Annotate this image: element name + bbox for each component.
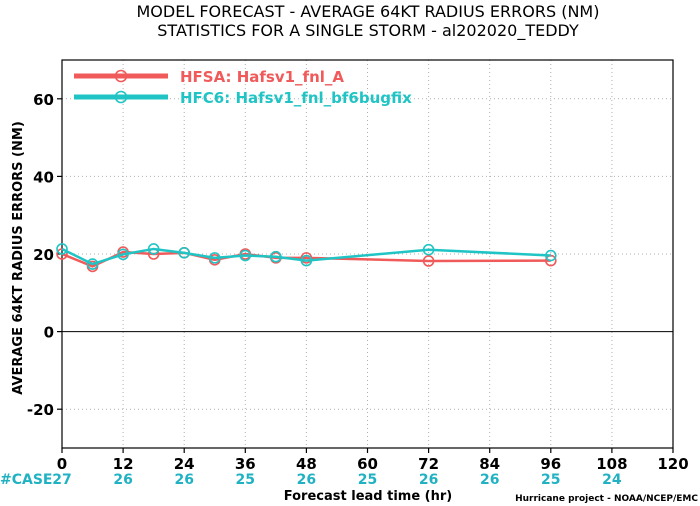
case-count-60: 25 xyxy=(358,472,377,488)
case-count-48: 26 xyxy=(297,472,316,488)
series-line-2 xyxy=(61,247,551,266)
series-layer xyxy=(56,243,557,273)
y-tick-label-20: 20 xyxy=(33,246,54,264)
axis-ticks: 0 12 24 36 48 60 72 84 96 108 120 -20 0 20 40 60 xyxy=(27,91,689,473)
x-tick-label-48: 48 xyxy=(296,455,317,473)
y-tick-label-60: 60 xyxy=(33,91,54,109)
x-tick-label-24: 24 xyxy=(174,455,195,473)
case-counts: 27 26 26 25 26 25 26 26 25 24 xyxy=(52,472,622,488)
legend-item-1: HFSA: Hafsv1_fnl_A xyxy=(74,68,344,86)
case-count-36: 25 xyxy=(236,472,255,488)
data-point xyxy=(178,247,190,259)
case-count-72: 26 xyxy=(419,472,438,488)
y-tick-label-40: 40 xyxy=(33,168,54,186)
grid xyxy=(62,60,673,448)
legend-label: HFSA: Hafsv1_fnl_A xyxy=(180,68,344,86)
case-count-96: 25 xyxy=(541,472,560,488)
y-axis-label: AVERAGE 64KT RADIUS ERRORS (NM) xyxy=(11,121,26,395)
x-tick-label-12: 12 xyxy=(113,455,134,473)
data-point xyxy=(422,255,435,267)
x-tick-label-72: 72 xyxy=(418,455,439,473)
legend-marker xyxy=(114,90,128,104)
x-tick-label-60: 60 xyxy=(357,455,378,473)
x-tick-label-120: 120 xyxy=(657,455,688,473)
x-axis-label: Forecast lead time (hr) xyxy=(284,489,452,504)
series-2 xyxy=(56,243,557,270)
legend-label: HFC6: Hafsv1_fnl_bf6bugfix xyxy=(180,89,412,107)
data-point xyxy=(300,254,313,267)
y-tick-label-0: 0 xyxy=(44,324,54,342)
data-point xyxy=(239,249,252,262)
chart-title: MODEL FORECAST - AVERAGE 64KT RADIUS ERR… xyxy=(137,2,600,21)
case-count-0: 27 xyxy=(52,472,71,488)
legend-marker xyxy=(114,69,128,83)
x-tick-label-36: 36 xyxy=(235,455,256,473)
y-tick-label--20: -20 xyxy=(27,401,54,419)
data-point xyxy=(86,258,99,270)
data-point xyxy=(117,248,129,261)
data-point xyxy=(422,243,435,256)
legend-item-2: HFC6: Hafsv1_fnl_bf6bugfix xyxy=(74,89,412,107)
case-count-12: 26 xyxy=(113,472,132,488)
data-point xyxy=(147,243,160,255)
case-count-84: 26 xyxy=(480,472,499,488)
x-tick-label-0: 0 xyxy=(57,455,67,473)
case-count-108: 24 xyxy=(602,472,622,488)
chart-subtitle: STATISTICS FOR A SINGLE STORM - al202020… xyxy=(157,21,579,41)
x-tick-label-108: 108 xyxy=(596,455,627,473)
x-tick-label-96: 96 xyxy=(540,455,561,473)
credit: Hurricane project - NOAA/NCEP/EMC xyxy=(515,494,698,504)
case-count-24: 26 xyxy=(174,472,193,488)
data-point xyxy=(544,249,557,262)
data-point xyxy=(56,243,68,255)
data-point xyxy=(208,252,221,264)
series-1 xyxy=(56,246,557,273)
legend: HFSA: Hafsv1_fnl_A HFC6: Hafsv1_fnl_bf6bu… xyxy=(74,68,412,107)
x-tick-label-84: 84 xyxy=(479,455,500,473)
case-label: #CASE xyxy=(0,472,53,488)
data-point xyxy=(544,254,557,267)
data-point xyxy=(270,250,282,263)
